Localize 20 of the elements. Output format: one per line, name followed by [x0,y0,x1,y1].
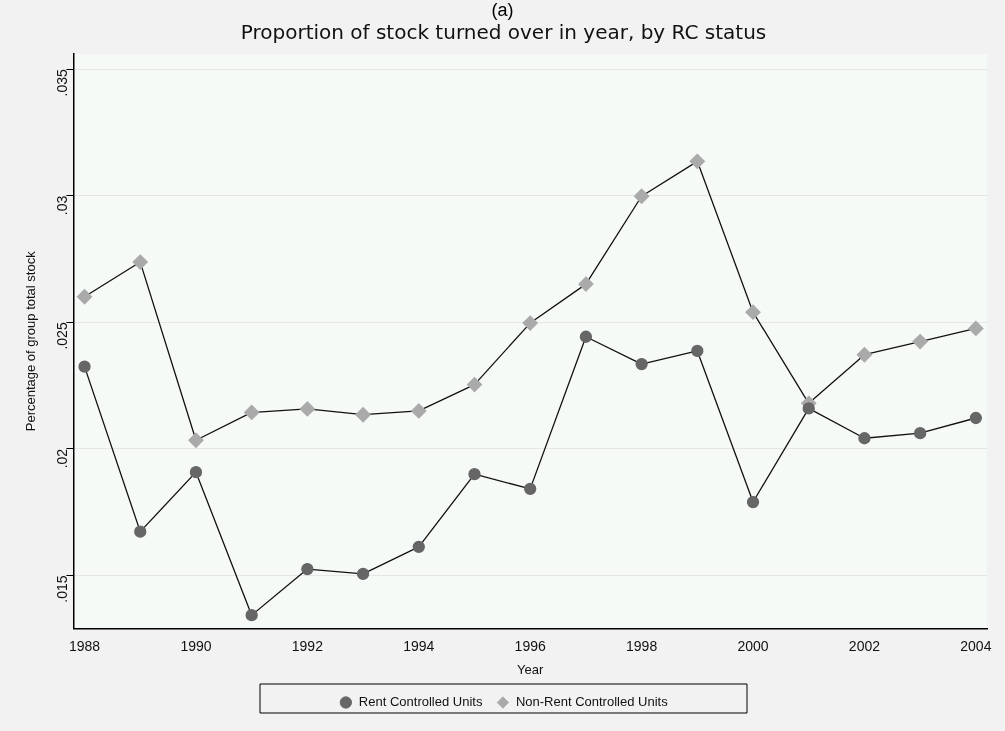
x-tick-label: 1994 [403,637,435,654]
chart-title: Proportion of stock turned over in year, by RC status [240,20,767,45]
x-tick-label: 1988 [68,637,101,654]
x-tick-label: 2004 [960,637,992,654]
y-tick-label: .02 [54,448,71,469]
text: (a) [490,0,515,21]
y-tick-label: .015 [54,575,71,603]
x-tick-label: 1998 [626,637,658,654]
y-tick-label: .025 [54,322,71,350]
y-tick-label: .03 [54,195,71,216]
legend-label: Non-Rent Controlled Units [515,694,669,710]
x-tick-label: 2000 [737,637,769,654]
x-axis-title: Year [517,661,544,677]
legend-label: Rent Controlled Units [358,694,483,710]
y-axis-title: Percentage of group total stock [23,250,39,432]
y-tick-label: .035 [54,68,71,97]
x-tick-label: 1992 [291,637,324,654]
x-tick-label: 2002 [848,637,881,654]
x-tick-label: 1996 [514,637,546,654]
x-tick-label: 1990 [180,637,212,654]
